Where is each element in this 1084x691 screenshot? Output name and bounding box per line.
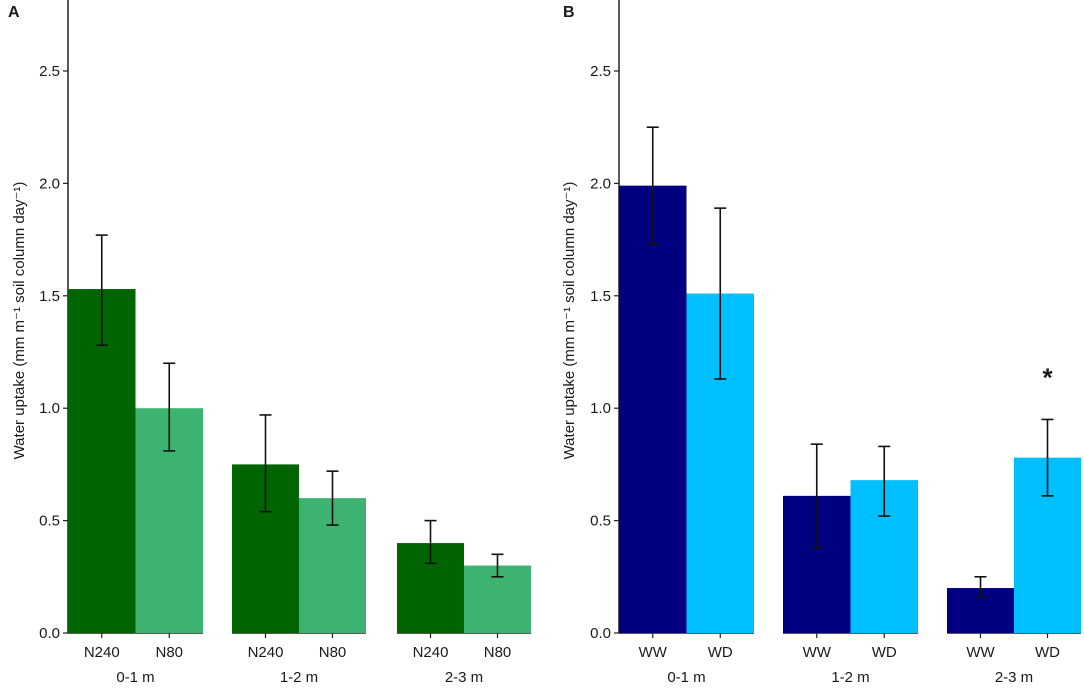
x-tick-label: WW — [639, 644, 668, 661]
x-tick-label: N80 — [484, 644, 512, 661]
y-tick-label: 2.5 — [590, 63, 611, 80]
y-tick-label: 0.0 — [590, 625, 611, 642]
y-tick-label: 0.5 — [590, 513, 611, 530]
panel-a: A Water uptake (mm m⁻¹ soil column day⁻¹)… — [8, 0, 531, 686]
y-tick-label: 0.0 — [39, 625, 60, 642]
depth-group-label: 0-1 m — [116, 669, 154, 686]
depth-group-label: 2-3 m — [445, 669, 483, 686]
y-axis-title: Water uptake (mm m⁻¹ soil column day⁻¹) — [11, 182, 28, 460]
x-tick-label: N240 — [84, 644, 120, 661]
panel-label: B — [563, 4, 575, 21]
x-tick-label: WD — [708, 644, 733, 661]
depth-group-label: 1-2 m — [280, 669, 318, 686]
y-tick-label: 0.5 — [39, 513, 60, 530]
x-tick-label: WD — [872, 644, 897, 661]
y-tick-label: 1.0 — [39, 400, 60, 417]
x-tick-label: WD — [1035, 644, 1060, 661]
x-tick-label: WW — [803, 644, 832, 661]
panel-label: A — [8, 4, 20, 21]
depth-group-label: 2-3 m — [995, 669, 1033, 686]
depth-group-label: 0-1 m — [667, 669, 705, 686]
x-tick-label: N80 — [155, 644, 183, 661]
depth-group-label: 1-2 m — [831, 669, 869, 686]
x-tick-label: N80 — [319, 644, 347, 661]
panel-b: B Water uptake (mm m⁻¹ soil column day⁻¹)… — [561, 0, 1081, 686]
x-tick-label: N240 — [248, 644, 284, 661]
y-tick-label: 1.5 — [39, 288, 60, 305]
x-tick-label: WW — [966, 644, 995, 661]
y-tick-label: 2.0 — [590, 175, 611, 192]
y-tick-label: 2.5 — [39, 63, 60, 80]
y-axis-title: Water uptake (mm m⁻¹ soil column day⁻¹) — [561, 182, 578, 460]
x-tick-label: N240 — [413, 644, 449, 661]
y-tick-label: 1.5 — [590, 288, 611, 305]
y-tick-label: 2.0 — [39, 175, 60, 192]
bar-n240 — [68, 289, 136, 633]
significance-marker: * — [1042, 362, 1053, 392]
bar-ww — [619, 185, 687, 633]
y-tick-label: 1.0 — [590, 400, 611, 417]
